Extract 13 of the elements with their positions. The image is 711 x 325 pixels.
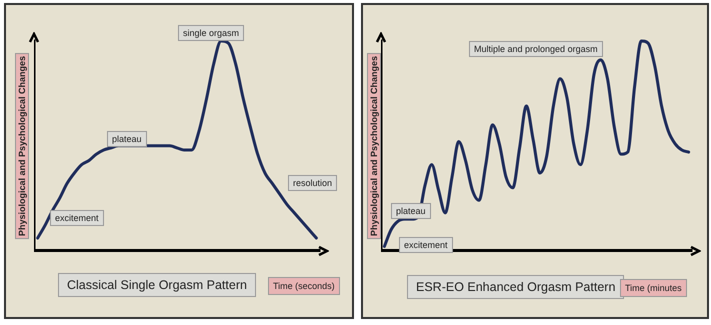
annotation: Multiple and prolonged orgasm bbox=[469, 41, 603, 57]
x-axis-title: Time (seconds) bbox=[268, 277, 340, 295]
text: ESR-EO Enhanced Orgasm Pattern bbox=[407, 275, 624, 299]
annotation: resolution bbox=[288, 175, 338, 191]
annotation: excitement bbox=[50, 210, 104, 226]
x-axis-title: Time (minutes bbox=[620, 279, 687, 297]
text: single orgasm bbox=[178, 25, 244, 41]
y-axis-title: Physiological and Psychological Changes bbox=[15, 52, 29, 239]
annotation: plateau bbox=[107, 131, 147, 147]
y-axis-title: Physiological and Psychological Changes bbox=[367, 52, 381, 239]
annotation: plateau bbox=[391, 203, 431, 219]
text: Classical Single Orgasm Pattern bbox=[58, 273, 256, 297]
annotation: excitement bbox=[399, 237, 453, 253]
